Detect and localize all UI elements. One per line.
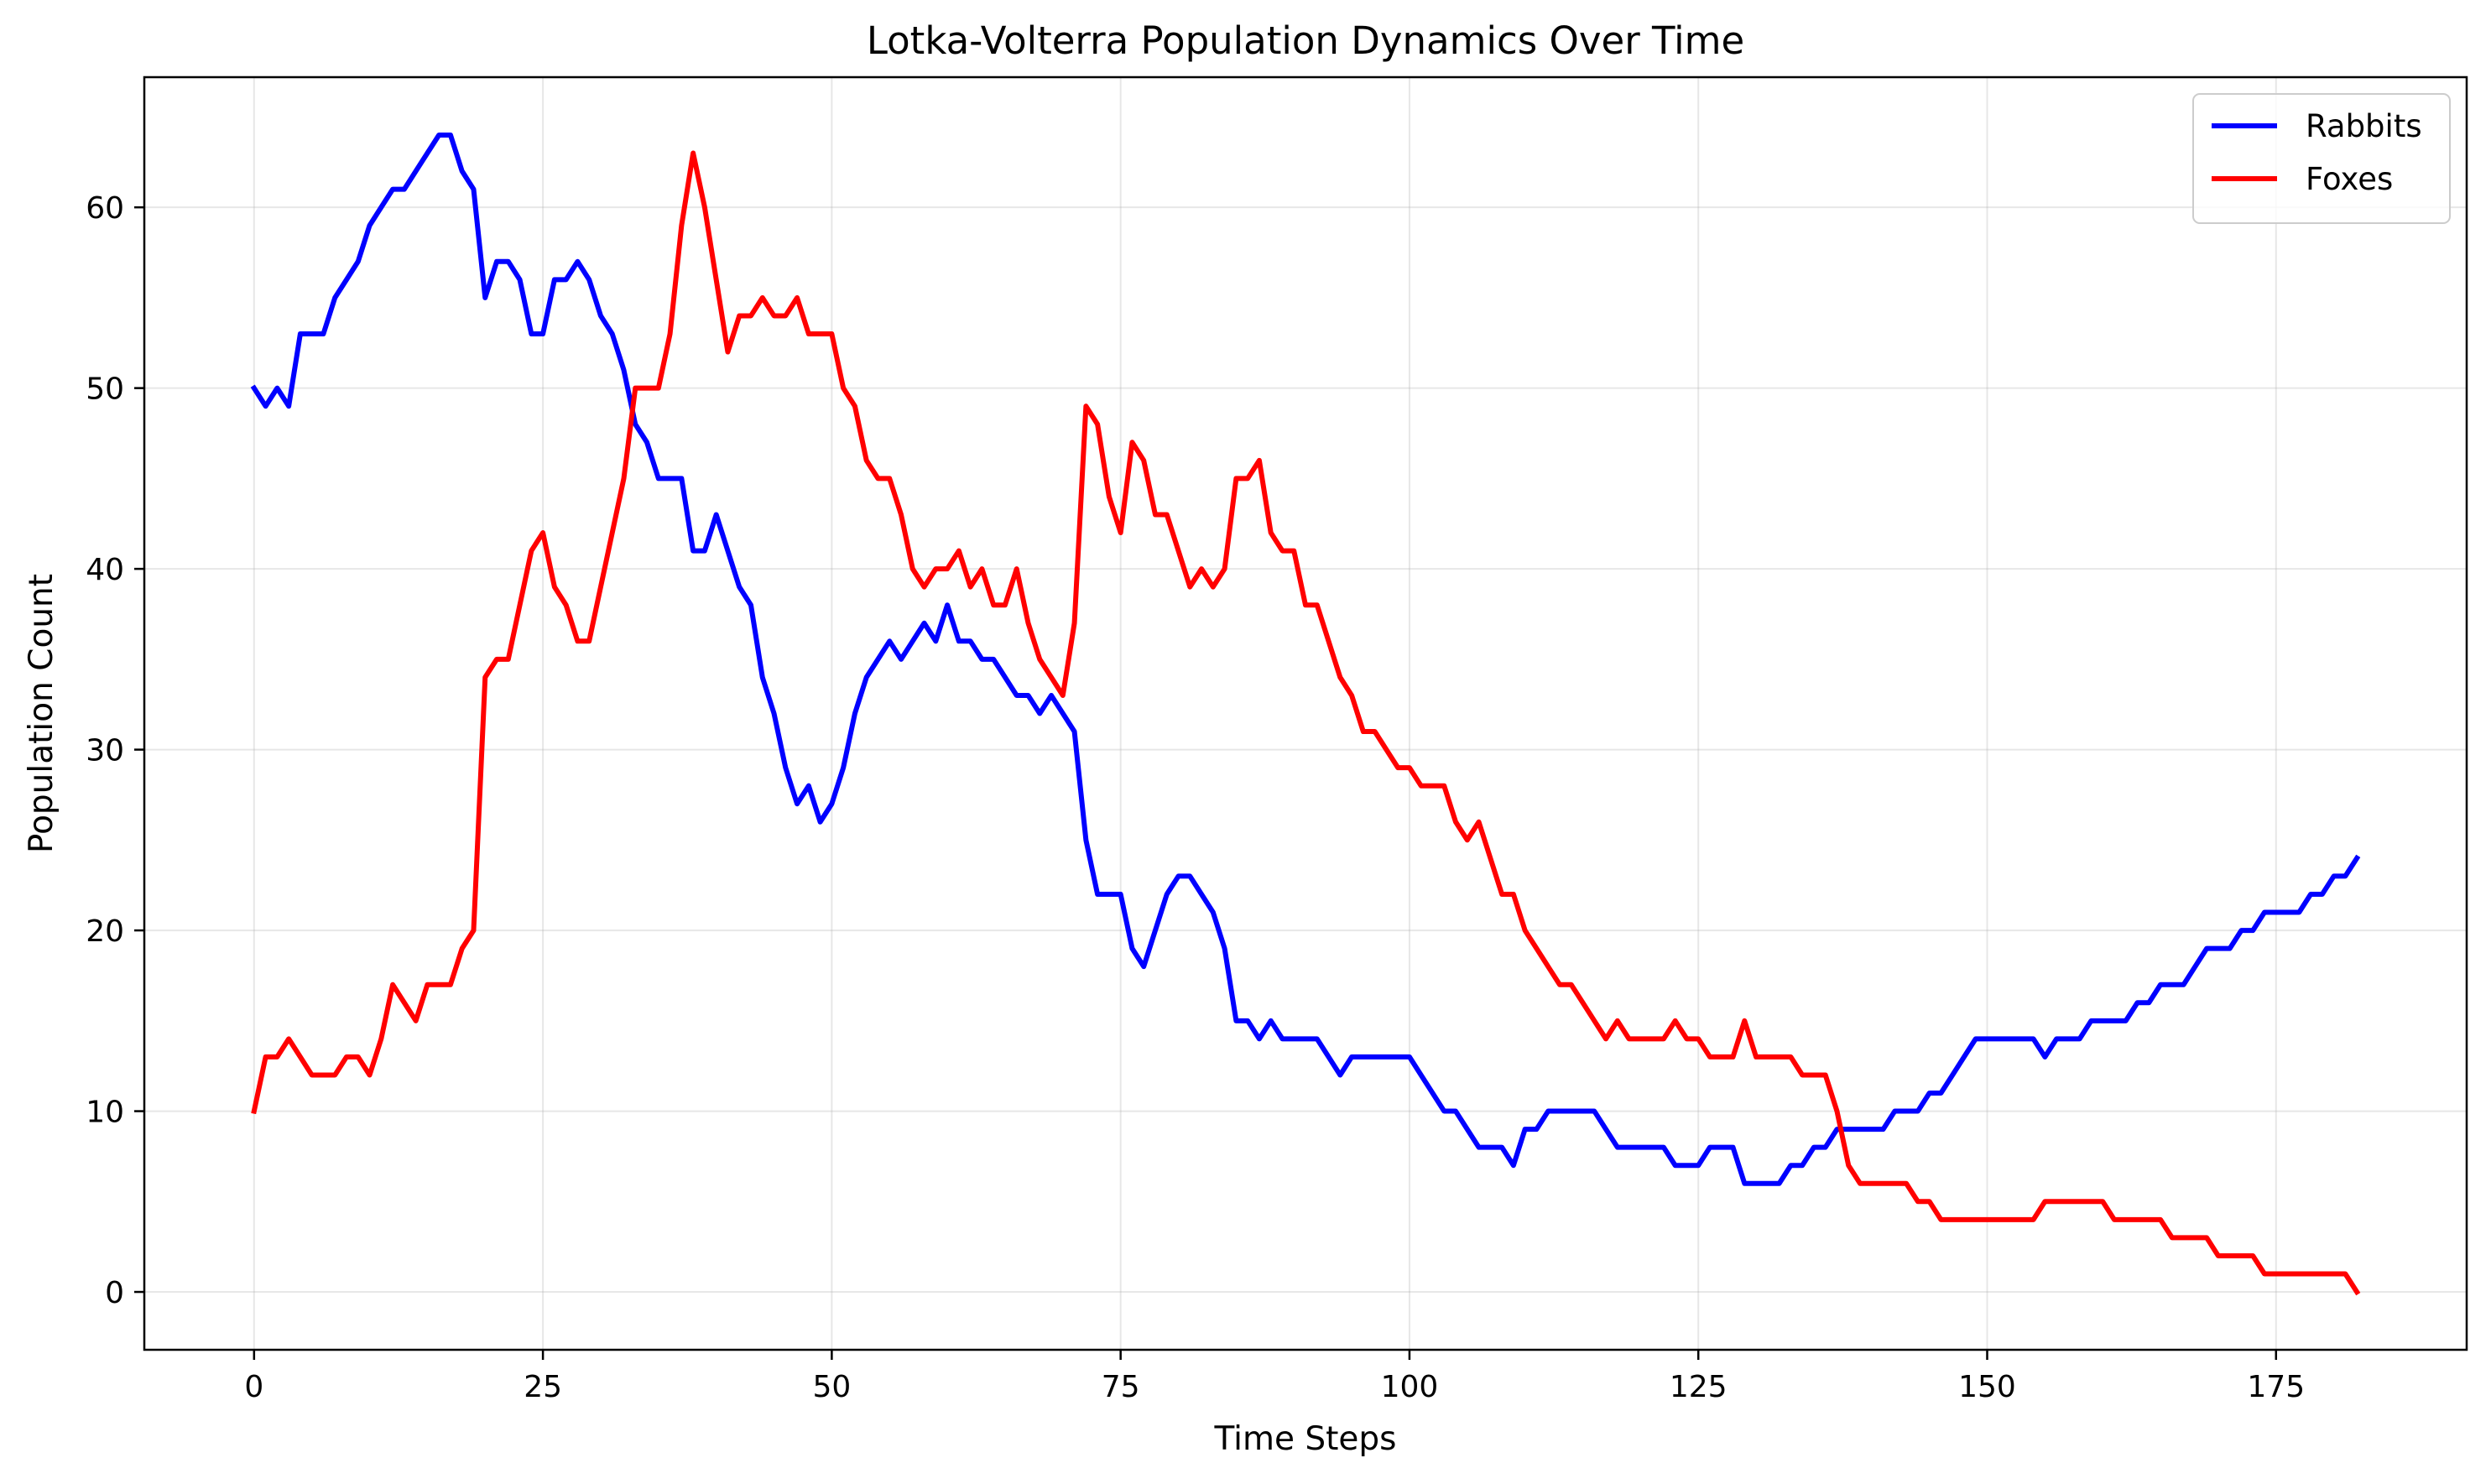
- x-axis-title: Time Steps: [1214, 1420, 1397, 1458]
- y-tick-label: 20: [86, 914, 124, 949]
- chart-title: Lotka-Volterra Population Dynamics Over …: [867, 18, 1744, 63]
- x-tick-label: 25: [524, 1370, 562, 1404]
- legend-label-rabbits: Rabbits: [2306, 108, 2422, 144]
- legend-label-foxes: Foxes: [2306, 161, 2393, 197]
- y-tick-label: 10: [86, 1096, 124, 1130]
- legend: Rabbits Foxes: [2192, 93, 2451, 224]
- x-tick-label: 75: [1102, 1370, 1140, 1404]
- y-tick-label: 30: [86, 734, 124, 768]
- x-tick-label: 50: [812, 1370, 851, 1404]
- x-tick-label: 175: [2247, 1370, 2305, 1404]
- x-tick-label: 125: [1670, 1370, 1728, 1404]
- y-tick-label: 60: [86, 191, 124, 226]
- x-tick-label: 150: [1958, 1370, 2016, 1404]
- grid: [144, 77, 2467, 1350]
- x-tick-label: 0: [244, 1370, 263, 1404]
- plot-frame: [143, 76, 2468, 1351]
- y-tick-label: 50: [86, 372, 124, 407]
- x-tick-label: 100: [1381, 1370, 1439, 1404]
- y-tick-label: 0: [105, 1276, 124, 1310]
- series-lines: [250, 132, 2361, 1296]
- axis-ticks: 0 25 50 75 100 125 150 175 0 10 20 30 40 50 60: [86, 191, 2305, 1404]
- series-line-rabbits: [250, 132, 2361, 1186]
- y-axis-title: Population Count: [23, 574, 60, 853]
- y-tick-label: 40: [86, 553, 124, 587]
- series-line-foxes: [251, 150, 2361, 1296]
